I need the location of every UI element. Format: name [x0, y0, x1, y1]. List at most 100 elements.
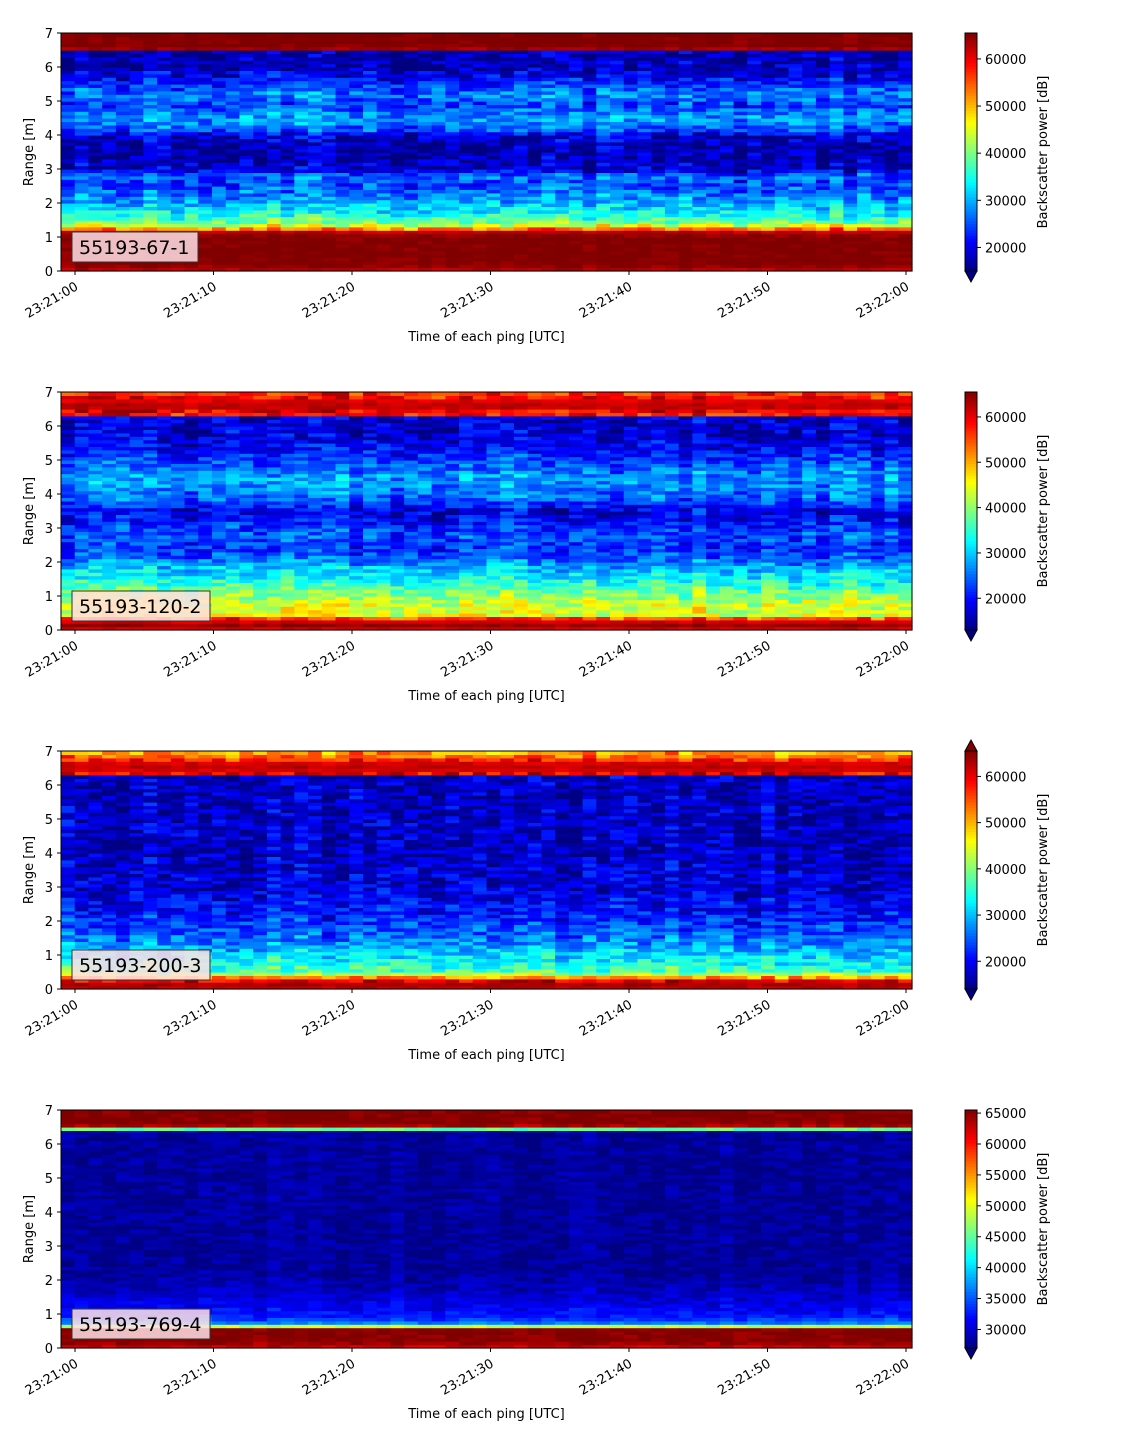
heatmap-cell: [898, 217, 912, 221]
heatmap-cell: [308, 183, 322, 187]
heatmap-cell: [226, 159, 240, 163]
heatmap-cell: [583, 142, 597, 146]
x-tick-label: 23:21:10: [161, 279, 219, 321]
heatmap-cell: [651, 176, 665, 180]
heatmap-cell: [830, 227, 844, 231]
heatmap-cell: [500, 193, 514, 197]
heatmap-cell: [665, 200, 679, 204]
heatmap-cell: [363, 132, 377, 136]
heatmap-cell: [569, 264, 583, 268]
heatmap-cell: [541, 33, 555, 37]
heatmap-cell: [171, 176, 185, 180]
heatmap-cell: [253, 149, 267, 153]
heatmap-cell: [239, 183, 253, 187]
heatmap-cell: [487, 159, 501, 163]
heatmap-cell: [445, 264, 459, 268]
heatmap-cell: [514, 264, 528, 268]
heatmap-cell: [541, 149, 555, 153]
heatmap-cell: [239, 193, 253, 197]
heatmap-cell: [185, 159, 199, 163]
heatmap-cell: [857, 193, 871, 197]
heatmap-cell: [281, 176, 295, 180]
heatmap-cell: [102, 166, 116, 170]
heatmap-cell: [500, 217, 514, 221]
heatmap-cell: [761, 159, 775, 163]
heatmap-cell: [514, 200, 528, 204]
heatmap-cell: [610, 176, 624, 180]
heatmap-cell: [404, 244, 418, 248]
heatmap-cell: [747, 200, 761, 204]
heatmap-cell: [596, 166, 610, 170]
heatmap-cell: [336, 244, 350, 248]
heatmap-cell: [651, 200, 665, 204]
heatmap-cell: [281, 132, 295, 136]
heatmap-cell: [857, 132, 871, 136]
heatmap-cell: [377, 149, 391, 153]
heatmap-cell: [445, 166, 459, 170]
heatmap-cell: [500, 159, 514, 163]
heatmap-cell: [816, 227, 830, 231]
heatmap-cell: [418, 166, 432, 170]
heatmap-cell: [514, 166, 528, 170]
x-axis-label: Time of each ping [UTC]: [407, 330, 565, 345]
heatmap-cell: [253, 251, 267, 255]
heatmap-cell: [226, 149, 240, 153]
heatmap-cell: [788, 166, 802, 170]
heatmap-cell: [404, 142, 418, 146]
heatmap-cell: [747, 166, 761, 170]
heatmap-cell: [418, 183, 432, 187]
heatmap-cell: [130, 419, 144, 423]
heatmap-cell: [226, 227, 240, 231]
heatmap-cell: [487, 176, 501, 180]
heatmap-cell: [665, 176, 679, 180]
heatmap-cell: [747, 193, 761, 197]
heatmap-cell: [596, 176, 610, 180]
heatmap-cell: [610, 193, 624, 197]
heatmap-cell: [802, 132, 816, 136]
heatmap-cell: [857, 244, 871, 248]
heatmap-cell: [500, 251, 514, 255]
heatmap-cell: [747, 227, 761, 231]
heatmap-cell: [583, 244, 597, 248]
heatmap-cell: [816, 264, 830, 268]
heatmap-cell: [157, 159, 171, 163]
heatmap-cell: [308, 33, 322, 37]
heatmap-cell: [198, 159, 212, 163]
heatmap-cell: [308, 159, 322, 163]
heatmap-cell: [363, 176, 377, 180]
heatmap-cell: [308, 166, 322, 170]
y-tick-label: 0: [45, 265, 53, 280]
heatmap-cell: [885, 200, 899, 204]
heatmap-cell: [130, 217, 144, 221]
heatmap-cell: [61, 159, 75, 163]
heatmap-cell: [336, 149, 350, 153]
heatmap-cell: [871, 251, 885, 255]
heatmap-cell: [885, 132, 899, 136]
heatmap-cell: [294, 132, 308, 136]
heatmap-cell: [308, 132, 322, 136]
heatmap-cell: [294, 176, 308, 180]
heatmap-cell: [432, 234, 446, 238]
heatmap-cell: [706, 251, 720, 255]
heatmap-cell: [198, 200, 212, 204]
heatmap-cell: [116, 132, 130, 136]
heatmap-cell: [294, 193, 308, 197]
heatmap-cell: [459, 142, 473, 146]
heatmap-cell: [377, 193, 391, 197]
heatmap-cell: [637, 149, 651, 153]
heatmap-cell: [871, 33, 885, 37]
heatmap-cell: [88, 402, 102, 406]
heatmap-cell: [871, 200, 885, 204]
heatmap-cell: [75, 504, 89, 508]
heatmap-cell: [143, 264, 157, 268]
heatmap-cell: [473, 210, 487, 214]
heatmap-cell: [267, 210, 281, 214]
heatmap-cell: [500, 176, 514, 180]
heatmap-cell: [487, 193, 501, 197]
heatmap-cell: [212, 251, 226, 255]
heatmap-cell: [363, 251, 377, 255]
heatmap-cell: [788, 33, 802, 37]
heatmap-cell: [185, 264, 199, 268]
heatmap-cell: [747, 33, 761, 37]
x-tick-label: 23:21:20: [300, 279, 358, 321]
